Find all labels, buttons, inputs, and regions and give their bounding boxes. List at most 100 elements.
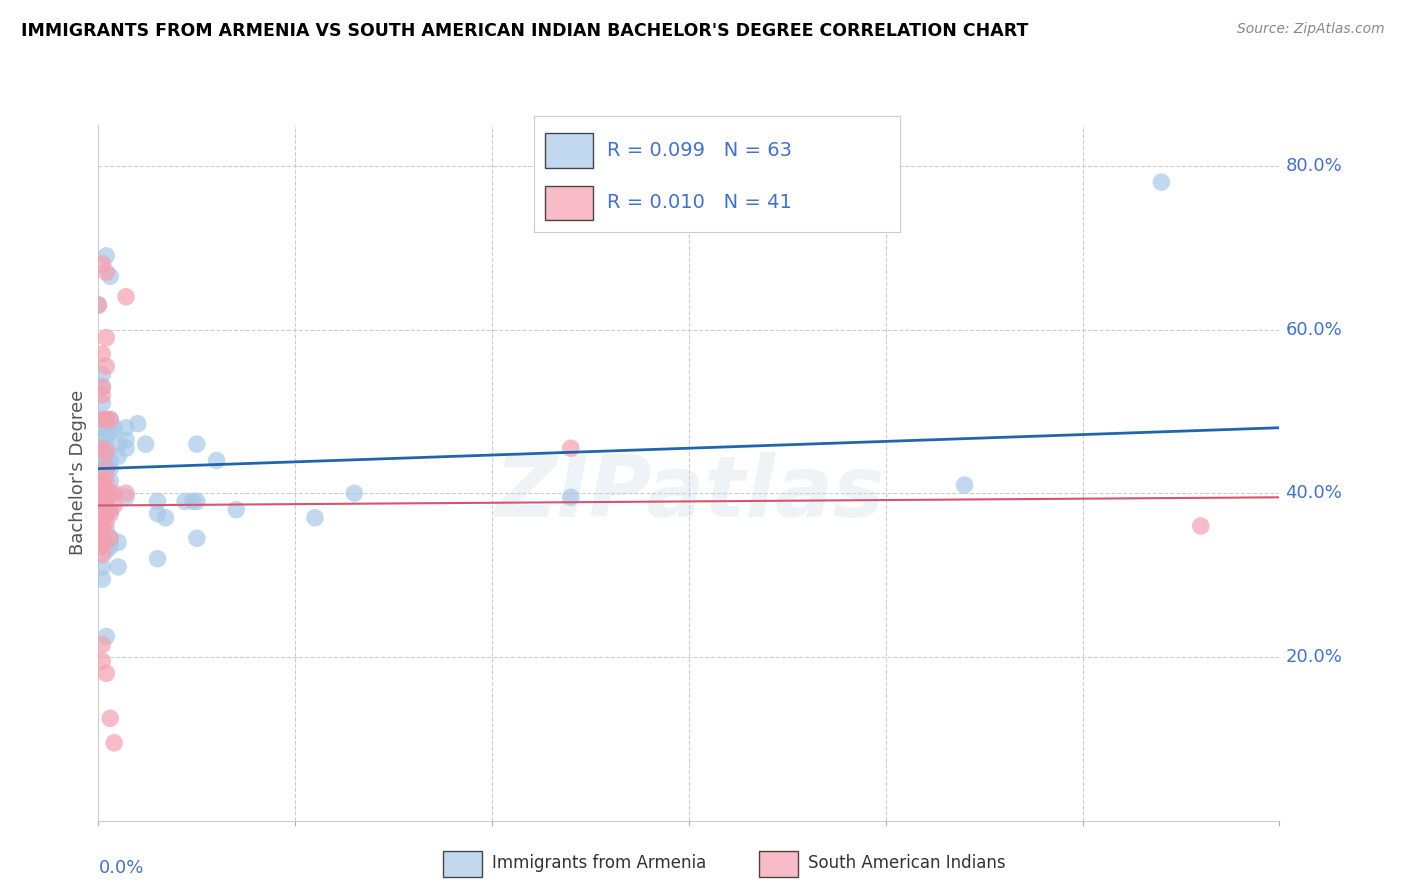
Point — [91, 486, 114, 500]
Point — [560, 441, 582, 455]
Point — [96, 499, 118, 513]
Point — [91, 396, 114, 410]
Point — [91, 491, 114, 505]
Point — [98, 269, 121, 284]
Point — [98, 711, 121, 725]
Point — [91, 478, 114, 492]
Point — [91, 654, 114, 668]
Text: IMMIGRANTS FROM ARMENIA VS SOUTH AMERICAN INDIAN BACHELOR'S DEGREE CORRELATION C: IMMIGRANTS FROM ARMENIA VS SOUTH AMERICA… — [21, 22, 1028, 40]
Point — [1189, 519, 1212, 533]
Point — [96, 543, 118, 558]
Point — [91, 461, 114, 475]
Point — [186, 494, 208, 508]
Point — [91, 412, 114, 426]
Point — [205, 453, 228, 467]
Point — [91, 499, 114, 513]
Point — [91, 540, 114, 554]
Text: 60.0%: 60.0% — [1285, 320, 1343, 339]
Point — [91, 494, 114, 508]
Y-axis label: Bachelor's Degree: Bachelor's Degree — [69, 390, 87, 556]
Point — [91, 519, 114, 533]
Point — [103, 421, 125, 435]
Text: 20.0%: 20.0% — [1285, 648, 1343, 666]
Point — [96, 421, 118, 435]
Point — [146, 551, 169, 566]
Point — [91, 441, 114, 455]
Point — [91, 510, 114, 524]
Point — [96, 412, 118, 426]
Point — [98, 486, 121, 500]
Point — [91, 368, 114, 382]
Point — [91, 560, 114, 574]
Point — [91, 548, 114, 562]
Point — [96, 630, 118, 644]
Point — [96, 445, 118, 459]
Point — [87, 298, 110, 312]
Point — [115, 486, 138, 500]
Point — [96, 507, 118, 521]
Point — [103, 486, 125, 500]
Point — [127, 417, 149, 431]
Point — [91, 433, 114, 447]
Text: R = 0.099   N = 63: R = 0.099 N = 63 — [607, 141, 793, 161]
Point — [96, 359, 118, 374]
Point — [225, 502, 247, 516]
Point — [91, 450, 114, 464]
Point — [98, 507, 121, 521]
Point — [91, 421, 114, 435]
Point — [96, 429, 118, 443]
Point — [91, 507, 114, 521]
Point — [560, 491, 582, 505]
Point — [96, 535, 118, 549]
Point — [96, 450, 118, 464]
Point — [103, 736, 125, 750]
Point — [96, 461, 118, 475]
Point — [98, 425, 121, 439]
FancyBboxPatch shape — [443, 851, 481, 877]
Point — [91, 540, 114, 554]
Point — [96, 265, 118, 279]
Point — [343, 486, 366, 500]
Point — [91, 478, 114, 492]
Point — [91, 380, 114, 394]
Point — [146, 494, 169, 508]
Point — [91, 523, 114, 537]
Text: 80.0%: 80.0% — [1285, 157, 1343, 175]
Point — [91, 453, 114, 467]
Point — [115, 441, 138, 455]
Text: 0.0%: 0.0% — [98, 859, 143, 877]
Point — [115, 290, 138, 304]
Point — [91, 380, 114, 394]
Point — [91, 507, 114, 521]
Point — [87, 298, 110, 312]
Point — [91, 458, 114, 472]
Point — [91, 572, 114, 586]
Point — [146, 507, 169, 521]
Point — [98, 502, 121, 516]
Point — [174, 494, 197, 508]
Point — [107, 450, 129, 464]
Point — [91, 527, 114, 541]
Point — [1150, 175, 1173, 189]
Point — [91, 474, 114, 488]
Point — [96, 331, 118, 345]
Point — [96, 491, 118, 505]
Point — [115, 421, 138, 435]
Point — [96, 491, 118, 505]
Point — [91, 388, 114, 402]
FancyBboxPatch shape — [546, 134, 593, 169]
Text: Immigrants from Armenia: Immigrants from Armenia — [492, 854, 706, 872]
Text: R = 0.010   N = 41: R = 0.010 N = 41 — [607, 194, 792, 212]
Point — [304, 510, 326, 524]
Point — [103, 499, 125, 513]
Point — [91, 486, 114, 500]
Text: Source: ZipAtlas.com: Source: ZipAtlas.com — [1237, 22, 1385, 37]
Point — [98, 474, 121, 488]
Point — [107, 535, 129, 549]
Point — [98, 486, 121, 500]
Point — [98, 453, 121, 467]
Point — [91, 515, 114, 529]
Point — [96, 523, 118, 537]
FancyBboxPatch shape — [546, 186, 593, 220]
Point — [91, 441, 114, 455]
